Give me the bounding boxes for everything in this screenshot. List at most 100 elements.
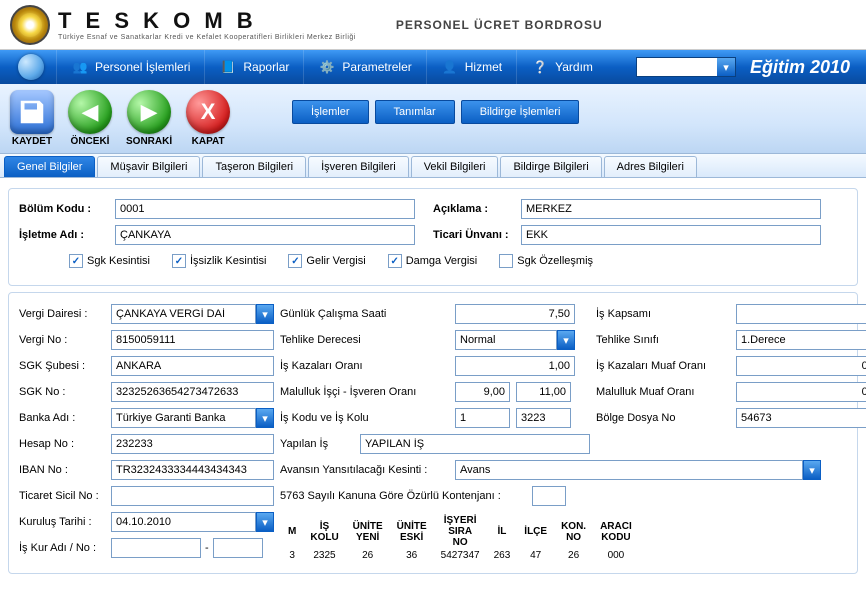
- mini-h-iskolu: İŞ KOLU: [304, 515, 344, 548]
- ticari-input[interactable]: [521, 225, 821, 245]
- chevron-down-icon[interactable]: ▾: [557, 330, 575, 350]
- mini-h-unyeni: ÜNİTE YENİ: [347, 515, 389, 548]
- bolge-input[interactable]: [736, 408, 866, 428]
- mini-r-iskolu: 2325: [304, 550, 344, 561]
- tehlike-input[interactable]: [455, 330, 557, 350]
- banka-input[interactable]: [111, 408, 256, 428]
- checkbox-icon[interactable]: [172, 254, 186, 268]
- malul-isci-input[interactable]: [455, 382, 510, 402]
- chk-sgk[interactable]: Sgk Kesintisi: [69, 254, 150, 268]
- ticsicil-input[interactable]: [111, 486, 274, 506]
- people-icon: 👥: [71, 58, 89, 76]
- tab-isveren[interactable]: İşveren Bilgileri: [308, 156, 409, 177]
- malulmuaf-input[interactable]: [736, 382, 866, 402]
- tab-vekil[interactable]: Vekil Bilgileri: [411, 156, 499, 177]
- prev-label: ÖNCEKİ: [71, 136, 110, 147]
- checkbox-icon[interactable]: [388, 254, 402, 268]
- menu-parametreler[interactable]: ⚙️ Parametreler: [303, 50, 425, 84]
- chk-ozel[interactable]: Sgk Özelleşmiş: [499, 254, 593, 268]
- kazamuaf-label: İş Kazaları Muaf Oranı: [596, 360, 736, 372]
- iskodu-input[interactable]: [455, 408, 510, 428]
- mini-r-m: 3: [282, 550, 302, 561]
- sub-islemler[interactable]: İşlemler: [292, 100, 369, 124]
- tab-taseron[interactable]: Taşeron Bilgileri: [202, 156, 306, 177]
- chk-gelir-label: Gelir Vergisi: [306, 255, 365, 267]
- checkbox-icon[interactable]: [499, 254, 513, 268]
- iban-input[interactable]: [111, 460, 274, 480]
- app-header: T E S K O M B Türkiye Esnaf ve Sanatkarl…: [0, 0, 866, 50]
- gunluk-label: Günlük Çalışma Saati: [280, 308, 455, 320]
- yapilan-label: Yapılan İş: [280, 438, 360, 450]
- chevron-down-icon[interactable]: ▾: [256, 408, 274, 428]
- chk-gelir[interactable]: Gelir Vergisi: [288, 254, 365, 268]
- vergid-input[interactable]: [111, 304, 256, 324]
- aciklama-input[interactable]: [521, 199, 821, 219]
- menu-raporlar[interactable]: 📘Raporlar: [204, 50, 303, 84]
- tsinif-input[interactable]: [736, 330, 866, 350]
- kazamuaf-input[interactable]: [736, 356, 866, 376]
- chevron-down-icon[interactable]: ▾: [717, 58, 735, 76]
- menubar: 👥Personel İşlemleri 📘Raporlar ⚙️ Parametr…: [0, 50, 866, 84]
- kazaoran-label: İş Kazaları Oranı: [280, 360, 455, 372]
- chevron-down-icon[interactable]: ▾: [256, 512, 274, 532]
- form-panel: Bölüm Kodu : Açıklama : İşletme Adı : Ti…: [0, 178, 866, 596]
- menu-personel[interactable]: 👥Personel İşlemleri: [56, 50, 204, 84]
- save-button[interactable]: KAYDET: [10, 90, 54, 147]
- sgksube-input[interactable]: [111, 356, 274, 376]
- tab-genel[interactable]: Genel Bilgiler: [4, 156, 95, 177]
- chk-damga[interactable]: Damga Vergisi: [388, 254, 478, 268]
- iskur-no-input[interactable]: [213, 538, 263, 558]
- close-button[interactable]: X KAPAT: [186, 90, 230, 147]
- iskur-adi-input[interactable]: [111, 538, 201, 558]
- sub-tanimlar[interactable]: Tanımlar: [375, 100, 455, 124]
- group-top: Bölüm Kodu : Açıklama : İşletme Adı : Ti…: [8, 188, 858, 286]
- mini-r-uneski: 36: [391, 550, 433, 561]
- iskolu-input[interactable]: [516, 408, 571, 428]
- yapilan-input[interactable]: [360, 434, 590, 454]
- malulmuaf-label: Malulluk Muaf Oranı: [596, 386, 736, 398]
- kazaoran-input[interactable]: [455, 356, 575, 376]
- logo-icon: [10, 5, 50, 45]
- mini-h-il: İL: [488, 515, 517, 548]
- brand-name: T E S K O M B: [58, 8, 356, 34]
- bolum-input[interactable]: [115, 199, 415, 219]
- sub-bildirge[interactable]: Bildirge İşlemleri: [461, 100, 580, 124]
- menu-parametreler-label: Parametreler: [342, 60, 411, 74]
- iskur-label: İş Kur Adı / No :: [19, 542, 111, 554]
- arrow-right-icon: ▶: [127, 90, 171, 134]
- mini-h-m: M: [282, 515, 302, 548]
- k5763-input[interactable]: [532, 486, 566, 506]
- checkbox-icon[interactable]: [69, 254, 83, 268]
- menu-yardim[interactable]: ❔Yardım: [516, 50, 607, 84]
- malul-isveren-input[interactable]: [516, 382, 571, 402]
- menu-yardim-label: Yardım: [555, 60, 593, 74]
- checkbox-icon[interactable]: [288, 254, 302, 268]
- prev-button[interactable]: ◀ ÖNCEKİ: [68, 90, 112, 147]
- close-icon: X: [186, 90, 230, 134]
- next-button[interactable]: ▶ SONRAKİ: [126, 90, 172, 147]
- sgkno-input[interactable]: [111, 382, 274, 402]
- vergino-input[interactable]: [111, 330, 274, 350]
- chevron-down-icon[interactable]: ▾: [256, 304, 274, 324]
- bolum-label: Bölüm Kodu :: [19, 203, 115, 215]
- iskapsam-input[interactable]: [736, 304, 866, 324]
- gear-icon: ⚙️: [318, 58, 336, 76]
- tab-musavir[interactable]: Müşavir Bilgileri: [97, 156, 200, 177]
- isletme-input[interactable]: [115, 225, 415, 245]
- chk-sgk-label: Sgk Kesintisi: [87, 255, 150, 267]
- save-icon: [10, 90, 54, 134]
- gunluk-input[interactable]: [455, 304, 575, 324]
- tab-adres[interactable]: Adres Bilgileri: [604, 156, 697, 177]
- menubar-select[interactable]: ▾: [636, 57, 736, 77]
- chk-ozel-label: Sgk Özelleşmiş: [517, 255, 593, 267]
- ticsicil-label: Ticaret Sicil No :: [19, 490, 111, 502]
- kurulus-input[interactable]: [111, 512, 256, 532]
- globe-icon[interactable]: [18, 54, 44, 80]
- menu-hizmet[interactable]: 👤Hizmet: [426, 50, 516, 84]
- vergino-label: Vergi No :: [19, 334, 111, 346]
- hesap-input[interactable]: [111, 434, 274, 454]
- kurulus-label: Kuruluş Tarihi :: [19, 516, 111, 528]
- tab-bildirge[interactable]: Bildirge Bilgileri: [500, 156, 601, 177]
- chk-issizlik[interactable]: İşsizlik Kesintisi: [172, 254, 266, 268]
- iban-label: IBAN No :: [19, 464, 111, 476]
